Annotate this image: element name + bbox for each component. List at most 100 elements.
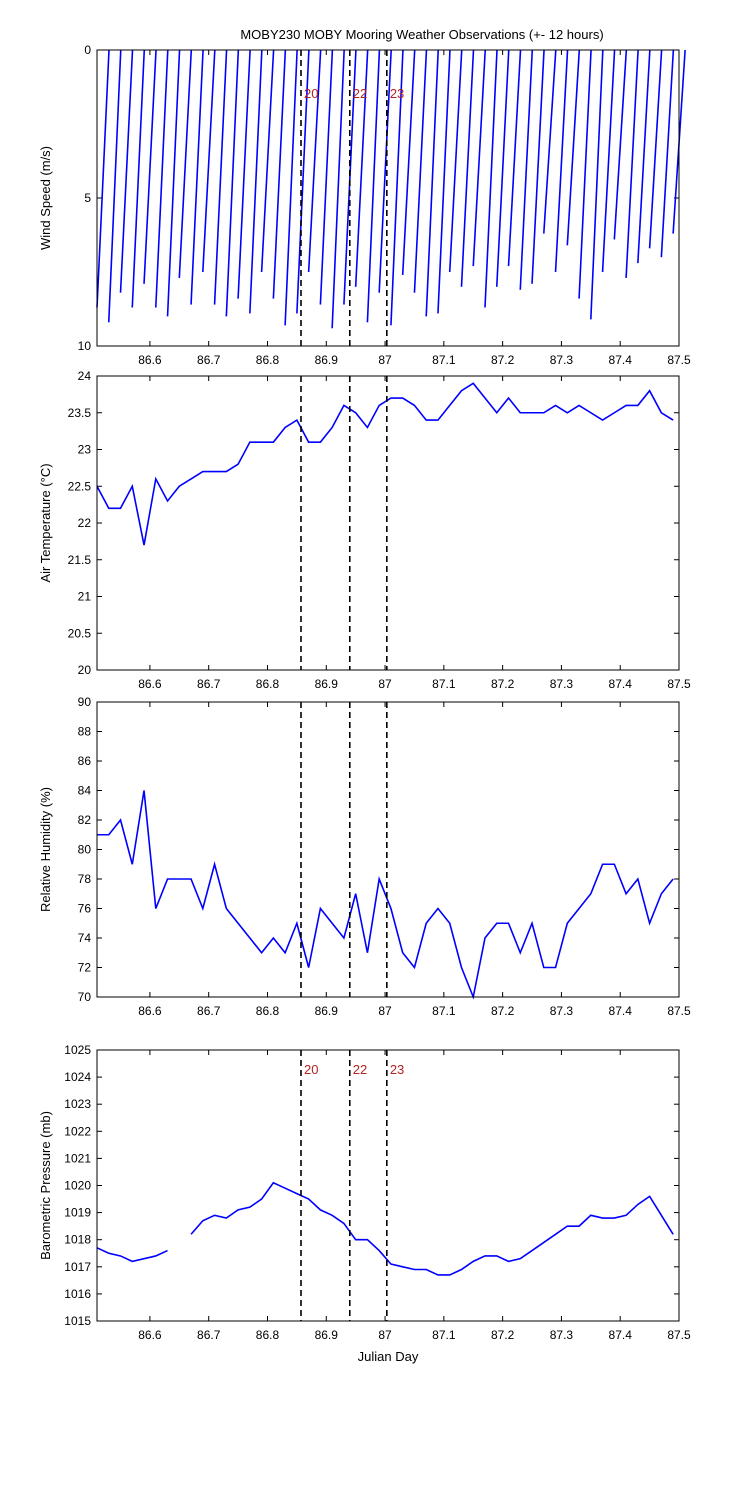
x-axis-label: Julian Day — [358, 1349, 419, 1364]
wind-stick — [566, 49, 581, 246]
x-tick-label: 87.5 — [667, 1004, 691, 1018]
wind-stick — [260, 49, 275, 273]
event-label: 20 — [304, 1062, 318, 1077]
x-tick-label: 87.2 — [491, 677, 515, 691]
y-tick-label: 86 — [78, 754, 92, 768]
x-tick-label: 87.1 — [432, 677, 456, 691]
y-tick-label: 1018 — [64, 1233, 91, 1247]
wind-stick — [507, 49, 522, 267]
x-tick-label: 86.6 — [138, 1004, 162, 1018]
wind-stick — [107, 49, 122, 323]
wind-stick — [554, 49, 569, 273]
y-tick-label: 90 — [78, 695, 92, 709]
x-tick-label: 87.5 — [667, 1328, 691, 1342]
x-tick-label: 87.4 — [609, 1328, 633, 1342]
x-tick-label: 86.8 — [256, 677, 280, 691]
event-label: 22 — [353, 86, 367, 101]
y-tick-label: 1021 — [64, 1151, 91, 1165]
wind-stick — [202, 49, 216, 273]
wind-stick — [131, 49, 146, 308]
y-tick-label: 1016 — [64, 1287, 91, 1301]
event-label: 20 — [304, 86, 318, 101]
x-tick-label: 87.1 — [432, 1004, 456, 1018]
x-tick-label: 86.8 — [256, 1328, 280, 1342]
wind-stick — [178, 49, 193, 278]
y-tick-label: 10 — [78, 339, 92, 353]
y-tick-label: 22 — [78, 516, 92, 530]
x-tick-label: 86.9 — [315, 353, 339, 367]
wind-stick — [354, 49, 369, 287]
wind-stick — [401, 49, 416, 276]
y-tick-label: 21 — [78, 590, 92, 604]
y-tick-label: 1024 — [64, 1070, 91, 1084]
wind-stick — [484, 49, 498, 308]
wind-stick — [390, 49, 404, 326]
x-tick-label: 87.4 — [609, 1004, 633, 1018]
wind-stick — [578, 49, 592, 299]
axes-frame — [96, 375, 680, 671]
y-tick-label: 1023 — [64, 1097, 91, 1111]
x-tick-label: 87.3 — [550, 1328, 574, 1342]
y-tick-label: 78 — [78, 872, 92, 886]
wind-stick — [296, 49, 310, 314]
x-tick-label: 87.2 — [491, 1004, 515, 1018]
wind-stick — [542, 49, 557, 234]
x-tick-label: 87.2 — [491, 353, 515, 367]
x-tick-label: 86.7 — [197, 1328, 221, 1342]
y-tick-label: 1020 — [64, 1179, 91, 1193]
y-tick-label: 21.5 — [68, 553, 92, 567]
y-tick-label: 23.5 — [68, 406, 92, 420]
wind-stick — [166, 49, 181, 317]
y-tick-label: 20.5 — [68, 626, 92, 640]
wind-stick — [519, 49, 534, 290]
event-label: 22 — [353, 1062, 367, 1077]
x-tick-label: 86.8 — [256, 1004, 280, 1018]
x-tick-label: 87.4 — [609, 677, 633, 691]
wind-stick — [448, 49, 463, 273]
x-tick-label: 87.2 — [491, 1328, 515, 1342]
y-tick-label: 1015 — [64, 1314, 91, 1328]
wind-stick — [425, 49, 440, 317]
wind-stick — [96, 49, 110, 308]
event-label: 23 — [390, 1062, 404, 1077]
wind-stick — [531, 49, 545, 284]
axes-frame — [96, 49, 680, 347]
x-tick-label: 86.6 — [138, 1328, 162, 1342]
x-tick-label: 86.9 — [315, 1004, 339, 1018]
x-tick-label: 87.1 — [432, 353, 456, 367]
wind-stick — [637, 49, 651, 264]
x-tick-label: 87.1 — [432, 1328, 456, 1342]
x-tick-label: 87.5 — [667, 353, 691, 367]
y-tick-label: 5 — [84, 191, 91, 205]
y-tick-label: 82 — [78, 813, 92, 827]
wind-stick — [319, 49, 334, 305]
plot-area — [97, 376, 679, 670]
y-axis-label: Air Temperature (°C) — [38, 463, 53, 582]
x-tick-label: 86.6 — [138, 677, 162, 691]
axes-frame — [96, 701, 680, 998]
y-tick-label: 23 — [78, 443, 92, 457]
y-tick-label: 88 — [78, 725, 92, 739]
x-tick-label: 87.3 — [550, 677, 574, 691]
y-axis-label: Wind Speed (m/s) — [38, 146, 53, 250]
chart-title: MOBY230 MOBY Mooring Weather Observation… — [240, 27, 603, 42]
y-axis-label: Relative Humidity (%) — [38, 787, 53, 912]
wind-stick — [613, 49, 628, 240]
wind-stick — [143, 49, 157, 284]
y-tick-label: 20 — [78, 663, 92, 677]
wind-stick — [343, 49, 357, 305]
y-tick-label: 24 — [78, 369, 92, 383]
wind-stick — [495, 49, 510, 287]
data-line — [97, 790, 674, 1000]
plot-area — [97, 702, 679, 997]
y-axis-label: Barometric Pressure (mb) — [38, 1111, 53, 1260]
data-line — [96, 382, 674, 546]
data-line — [96, 1247, 168, 1263]
y-tick-label: 22.5 — [68, 479, 92, 493]
x-tick-label: 86.7 — [197, 677, 221, 691]
wind-stick — [213, 49, 228, 305]
x-tick-label: 86.7 — [197, 1004, 221, 1018]
wind-stick — [366, 49, 381, 323]
wind-stick — [590, 49, 604, 320]
